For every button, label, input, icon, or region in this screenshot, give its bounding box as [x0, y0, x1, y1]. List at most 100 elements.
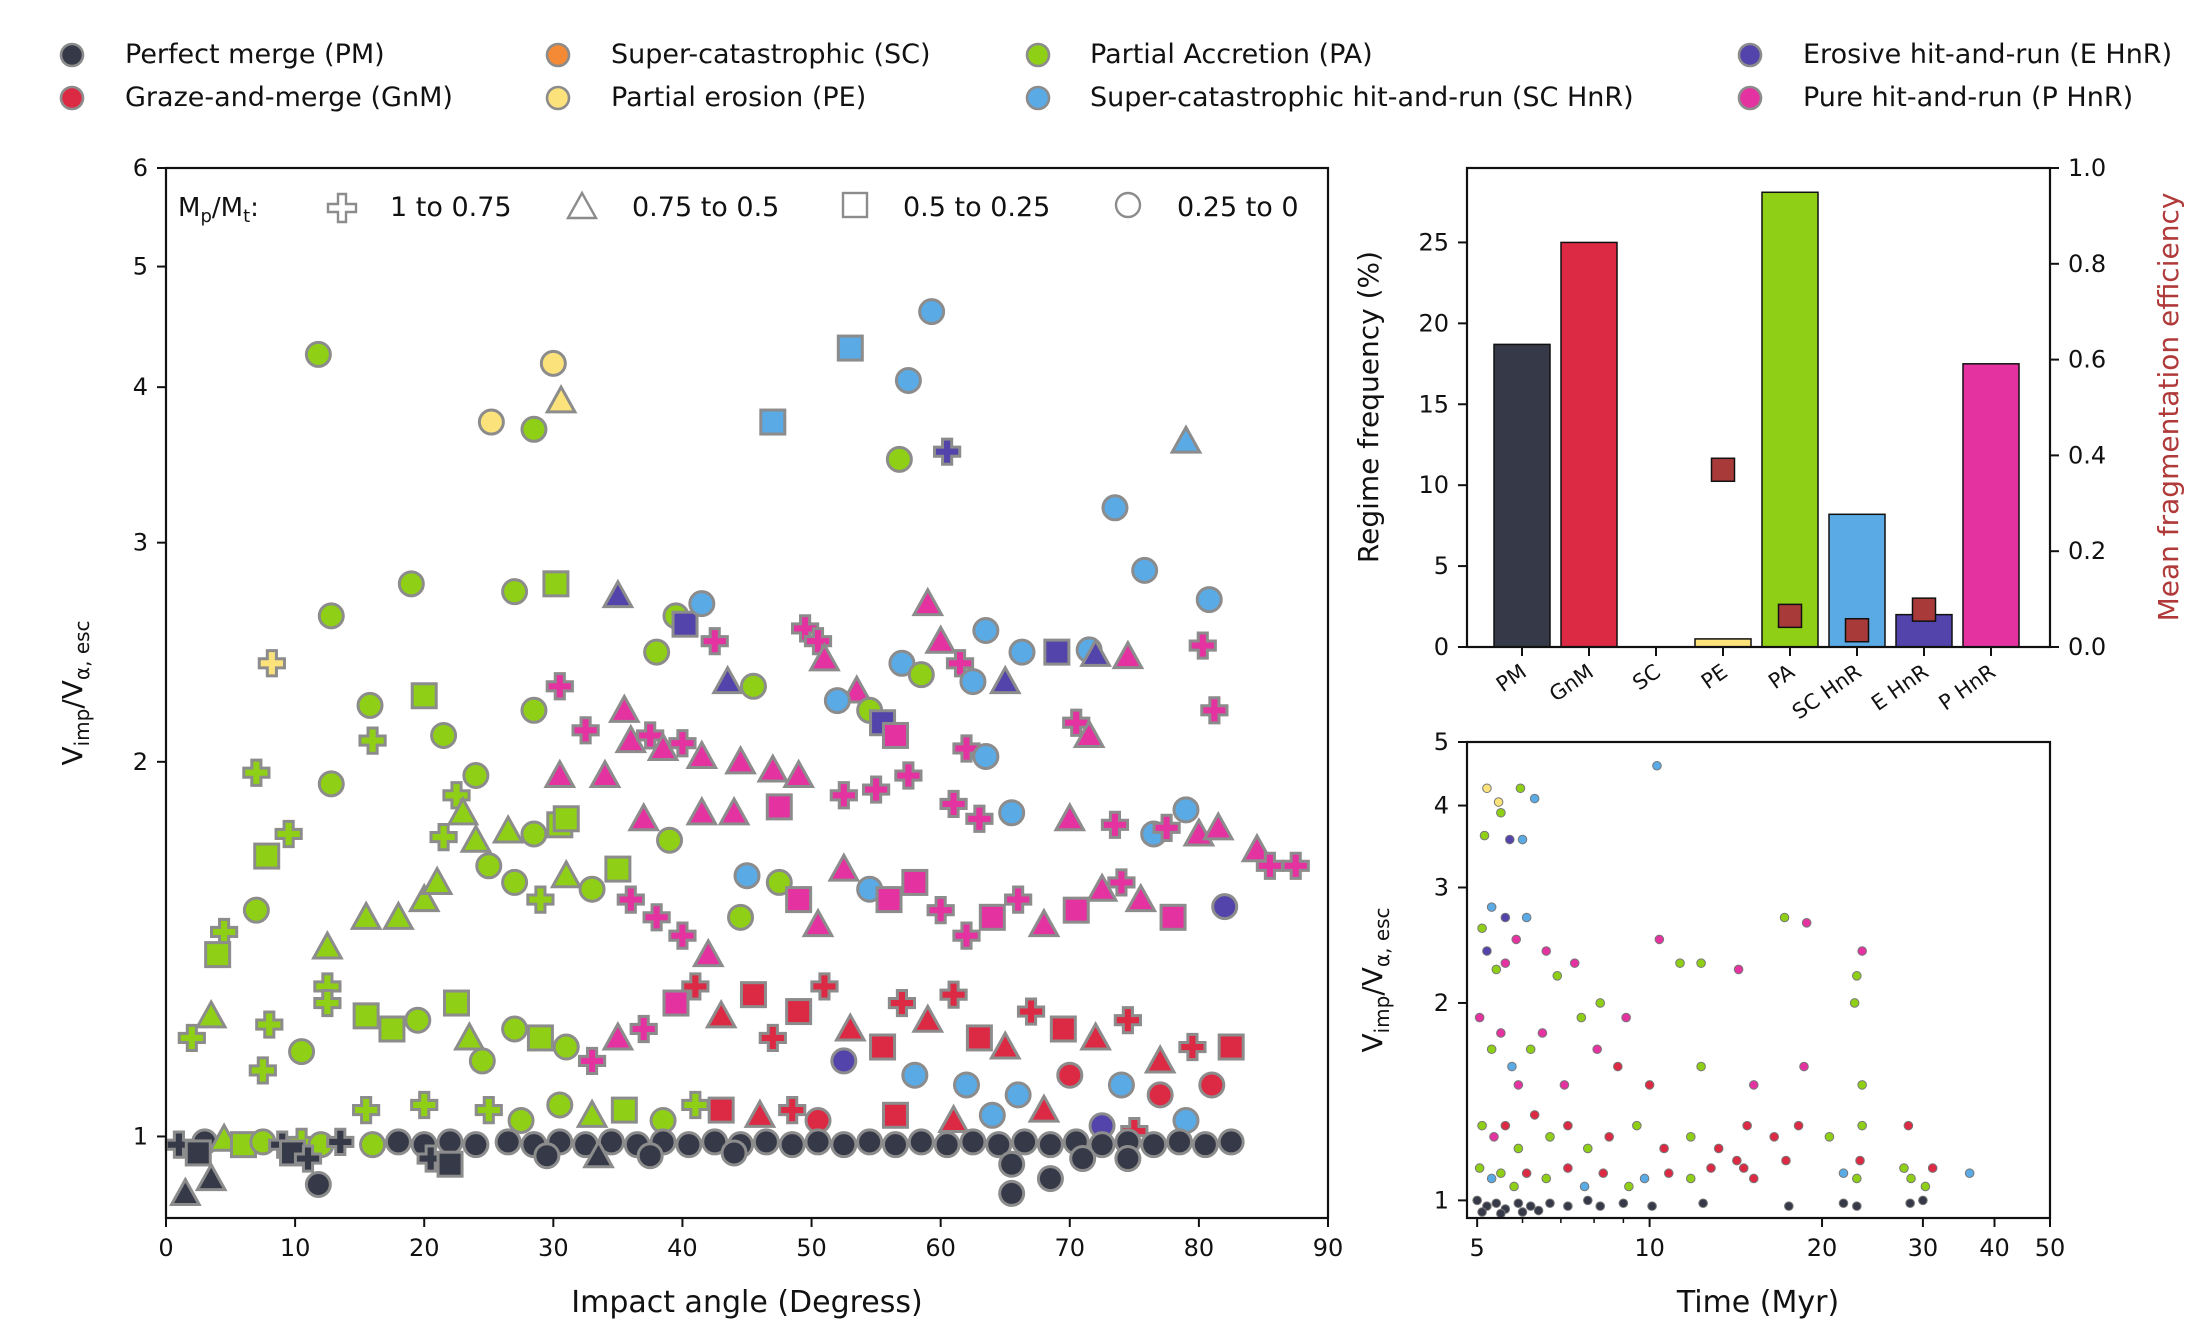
mass-legend-label-3: 0.5 to 0.25 [903, 192, 1050, 223]
main-xtick-label-10: 10 [280, 1234, 311, 1262]
main-point-82 [588, 758, 622, 789]
time-scatter-axes: 5 10 20 30 40 50 1 2 3 4 5 [1434, 728, 2066, 1262]
legend-marker-sc [545, 42, 571, 68]
legend-entry-schnr: Super-catastrophic hit-and-run (SC HnR) [1025, 82, 1634, 113]
time-point-78 [1685, 1173, 1696, 1184]
main-point-248 [1036, 1131, 1064, 1159]
main-point-189 [1004, 1081, 1032, 1109]
main-point-61 [545, 672, 574, 701]
time-point-54 [1582, 1143, 1593, 1154]
main-point-101 [1172, 796, 1200, 824]
legend-marker-pm [59, 42, 85, 68]
main-point-237 [752, 1128, 780, 1156]
frag-marker-EHnR [1911, 597, 1937, 622]
main-point-256 [184, 1139, 212, 1167]
time-point-41 [1612, 1061, 1623, 1072]
main-point-43 [988, 664, 1022, 695]
time-point-101 [1595, 1201, 1606, 1211]
main-point-23 [688, 590, 716, 618]
bar-xtick-label-PA: PA [1764, 659, 1799, 694]
main-point-109 [210, 917, 239, 947]
main-point-202 [707, 1096, 735, 1124]
main-point-117 [501, 868, 529, 896]
main-point-54 [972, 742, 1000, 770]
main-point-147 [255, 1010, 284, 1039]
main-point-145 [177, 1023, 206, 1053]
time-scatter-marks [1472, 760, 1975, 1219]
time-point-81 [1738, 1163, 1749, 1173]
time-point-80 [1732, 1155, 1742, 1166]
main-point-238 [778, 1131, 806, 1159]
main-ytick-label-3: 3 [133, 529, 148, 557]
mass-legend-circle-marker [1114, 191, 1142, 219]
time-point-79 [1706, 1163, 1716, 1173]
main-point-25 [643, 638, 671, 666]
time-point-69 [1509, 1181, 1519, 1192]
time-point-70 [1521, 1168, 1532, 1179]
time-point-111 [1496, 1208, 1506, 1219]
main-point-203 [743, 1098, 777, 1128]
time-point-34 [1507, 1061, 1517, 1072]
main-point-37 [907, 661, 935, 689]
time-point-46 [1857, 1080, 1867, 1090]
main-point-125 [691, 937, 725, 968]
time-point-20 [1595, 998, 1606, 1008]
time-point-16 [1500, 958, 1511, 968]
frag-marker-PA [1777, 603, 1803, 629]
main-point-70 [317, 770, 345, 798]
time-point-58 [1685, 1132, 1696, 1142]
main-point-120 [578, 875, 606, 903]
main-point-129 [785, 886, 813, 914]
main-point-240 [830, 1131, 858, 1159]
main-point-115 [420, 865, 454, 895]
main-point-38 [911, 586, 945, 617]
time-point-91 [1964, 1168, 1975, 1179]
frag-marker-SCHnR [1844, 617, 1870, 643]
main-point-95 [965, 804, 994, 833]
main-point-160 [552, 1033, 580, 1061]
main-point-148 [288, 1038, 316, 1066]
main-point-124 [668, 921, 697, 950]
main-point-221 [326, 1127, 355, 1157]
main-point-260 [436, 1150, 464, 1178]
main-point-208 [978, 1101, 1006, 1129]
main-point-234 [675, 1131, 703, 1159]
main-point-207 [937, 1103, 970, 1134]
main-scatter-axes: 0 10 20 30 40 50 60 70 80 90 1 2 3 4 5 6 [133, 154, 1344, 1262]
main-point-180 [1079, 1021, 1112, 1051]
main-point-156 [453, 1021, 486, 1051]
main-point-106 [1281, 851, 1310, 880]
time-ytick-label-2: 2 [1434, 989, 1449, 1017]
main-point-81 [543, 758, 577, 789]
main-point-266 [1069, 1145, 1097, 1173]
frag-ytick-label-0: 0.0 [2068, 633, 2106, 661]
time-point-113 [1533, 1205, 1544, 1216]
main-point-154 [404, 1006, 432, 1034]
main-point-222 [359, 1131, 387, 1159]
bar-xtick-label-GnM: GnM [1545, 659, 1598, 706]
main-point-112 [349, 900, 383, 930]
time-point-1 [1493, 797, 1504, 807]
time-point-62 [1793, 1120, 1804, 1131]
frag-ytick-label-3: 0.6 [2068, 346, 2106, 374]
time-point-27 [1801, 918, 1812, 928]
main-point-192 [1146, 1081, 1174, 1109]
mass-legend-triangle-marker [565, 190, 599, 220]
time-point-31 [1474, 1012, 1485, 1023]
time-point-89 [1927, 1163, 1938, 1173]
main-point-177 [988, 1030, 1022, 1060]
legend-marker-gnm [59, 85, 85, 111]
main-point-193 [352, 1096, 381, 1125]
main-point-17 [501, 578, 529, 606]
time-point-65 [1903, 1120, 1914, 1131]
bar-ytick-label-0: 0 [1434, 633, 1449, 661]
main-point-49 [1188, 631, 1217, 660]
time-point-85 [1852, 1173, 1862, 1184]
main-point-50 [1200, 696, 1229, 725]
time-ylabel: Vimp/Vα, esc [1356, 907, 1394, 1052]
mass-legend-label-1: 1 to 0.75 [390, 192, 512, 223]
time-point-68 [1496, 1168, 1506, 1179]
main-point-196 [507, 1107, 535, 1135]
